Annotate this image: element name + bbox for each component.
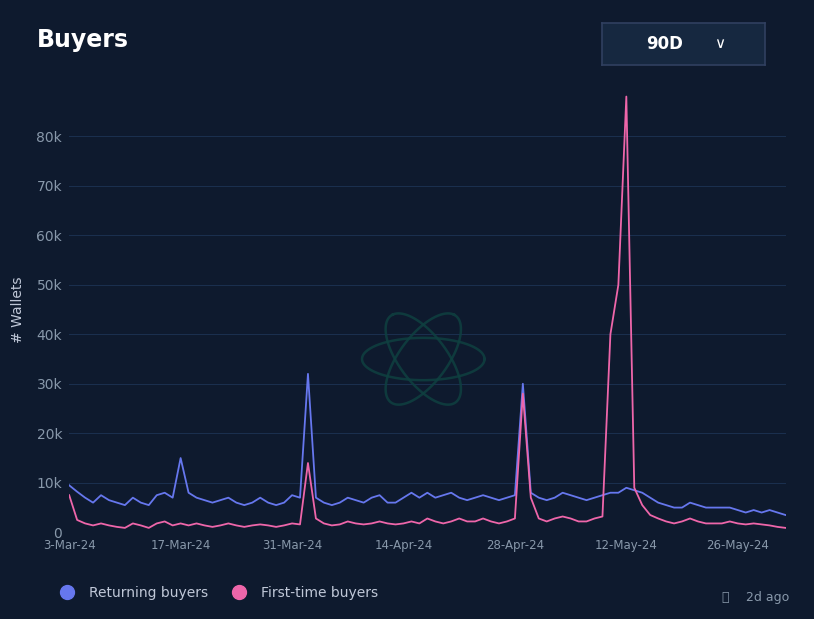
Text: 90D: 90D <box>646 35 683 53</box>
Legend: Returning buyers, First-time buyers: Returning buyers, First-time buyers <box>47 581 383 605</box>
Text: ∨: ∨ <box>714 37 725 51</box>
Text: ⏰: ⏰ <box>721 591 729 604</box>
Y-axis label: # Wallets: # Wallets <box>11 276 25 343</box>
Text: 2d ago: 2d ago <box>746 591 790 604</box>
Text: Buyers: Buyers <box>37 28 129 52</box>
